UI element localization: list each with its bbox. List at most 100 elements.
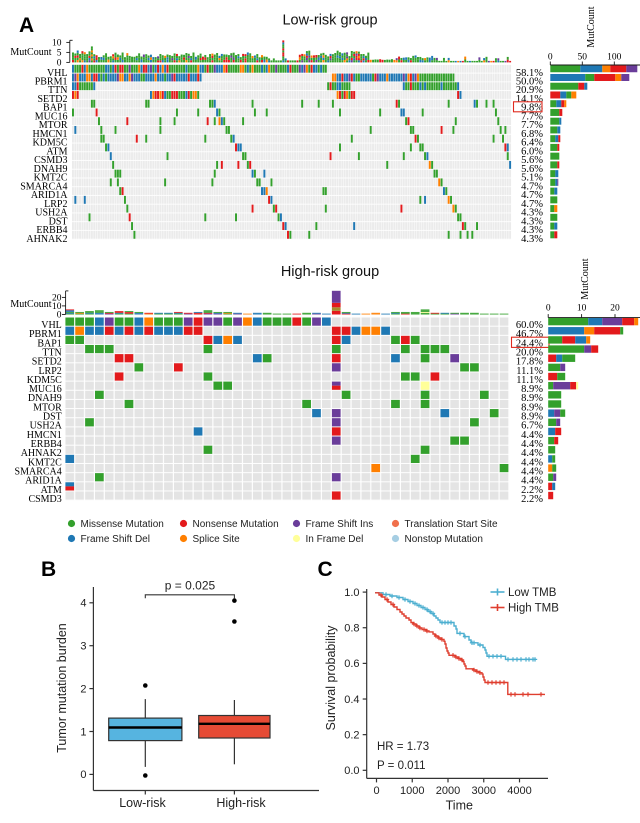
svg-text:0.8: 0.8 — [344, 623, 359, 635]
svg-text:0: 0 — [80, 769, 86, 781]
svg-text:ARID1A: ARID1A — [31, 190, 68, 201]
svg-text:0.6: 0.6 — [344, 658, 359, 670]
svg-text:5: 5 — [57, 49, 62, 59]
svg-text:3000: 3000 — [472, 785, 496, 797]
svg-text:0: 0 — [373, 785, 379, 797]
svg-text:B: B — [41, 558, 56, 581]
svg-text:SMARCA4: SMARCA4 — [15, 466, 62, 477]
svg-text:4.7%: 4.7% — [521, 181, 543, 192]
svg-text:10: 10 — [52, 302, 62, 312]
svg-text:8.9%: 8.9% — [521, 412, 543, 423]
svg-text:DST: DST — [43, 412, 62, 423]
svg-text:KMT2C: KMT2C — [34, 173, 68, 184]
svg-text:Low TMB: Low TMB — [508, 587, 557, 599]
svg-text:4.7%: 4.7% — [521, 190, 543, 201]
svg-text:Frame Shift Del: Frame Shift Del — [81, 534, 150, 545]
svg-text:8.9%: 8.9% — [521, 393, 543, 404]
svg-text:TTN: TTN — [48, 85, 67, 96]
svg-text:2000: 2000 — [436, 785, 460, 797]
svg-text:USH2A: USH2A — [30, 421, 63, 432]
svg-text:MutCount: MutCount — [10, 299, 51, 310]
svg-text:10: 10 — [52, 39, 62, 49]
svg-text:11.1%: 11.1% — [516, 366, 543, 377]
svg-text:0.0: 0.0 — [344, 765, 359, 777]
svg-text:4.4%: 4.4% — [521, 476, 543, 487]
svg-text:HMCN1: HMCN1 — [32, 129, 67, 140]
svg-text:14.1%: 14.1% — [516, 94, 543, 105]
svg-text:HMCN1: HMCN1 — [27, 430, 62, 441]
svg-text:4.7%: 4.7% — [521, 199, 543, 210]
svg-text:5.6%: 5.6% — [521, 164, 543, 175]
svg-text:p = 0.025: p = 0.025 — [165, 579, 216, 593]
svg-text:24.4%: 24.4% — [516, 338, 543, 349]
svg-text:BAP1: BAP1 — [43, 103, 67, 114]
svg-text:ERBB4: ERBB4 — [36, 225, 67, 236]
svg-text:Translation Start Site: Translation Start Site — [405, 519, 498, 530]
svg-text:MUC16: MUC16 — [29, 384, 62, 395]
svg-text:PBRM1: PBRM1 — [35, 76, 68, 87]
svg-text:17.8%: 17.8% — [516, 357, 543, 368]
svg-text:CSMD3: CSMD3 — [28, 494, 61, 505]
svg-text:ARID1A: ARID1A — [25, 476, 62, 487]
svg-text:C: C — [318, 558, 333, 581]
svg-text:TTN: TTN — [42, 347, 61, 358]
svg-text:4.4%: 4.4% — [521, 448, 543, 459]
svg-text:6.0%: 6.0% — [521, 146, 543, 157]
svg-text:LRP2: LRP2 — [44, 199, 67, 210]
svg-text:1: 1 — [80, 726, 86, 738]
svg-text:High-risk group: High-risk group — [281, 264, 379, 280]
svg-text:MutCount: MutCount — [586, 6, 597, 47]
svg-text:4: 4 — [80, 598, 86, 610]
svg-text:AHNAK2: AHNAK2 — [21, 448, 62, 459]
svg-text:MutCount: MutCount — [10, 47, 51, 58]
svg-text:SMARCA4: SMARCA4 — [20, 181, 67, 192]
svg-text:5.6%: 5.6% — [521, 155, 543, 166]
svg-text:PBRM1: PBRM1 — [29, 329, 62, 340]
svg-text:Nonsense Mutation: Nonsense Mutation — [193, 519, 279, 530]
svg-text:4.3%: 4.3% — [521, 216, 543, 227]
svg-text:0.4: 0.4 — [344, 694, 359, 706]
svg-text:DNAH9: DNAH9 — [28, 393, 62, 404]
svg-text:6.7%: 6.7% — [521, 421, 543, 432]
svg-text:0.2: 0.2 — [344, 729, 359, 741]
svg-text:Frame Shift Ins: Frame Shift Ins — [306, 519, 374, 530]
svg-text:ATM: ATM — [46, 146, 67, 157]
svg-text:SETD2: SETD2 — [38, 94, 68, 105]
svg-text:AHNAK2: AHNAK2 — [26, 234, 67, 245]
svg-text:20.9%: 20.9% — [516, 85, 543, 96]
svg-text:7.7%: 7.7% — [521, 120, 543, 131]
svg-text:2.2%: 2.2% — [521, 485, 543, 496]
svg-text:P = 0.011: P = 0.011 — [377, 760, 426, 772]
svg-text:4.4%: 4.4% — [521, 439, 543, 450]
svg-text:46.7%: 46.7% — [516, 329, 543, 340]
svg-text:A: A — [19, 14, 34, 37]
svg-text:Survival probability: Survival probability — [324, 625, 338, 731]
svg-text:0: 0 — [548, 52, 553, 62]
svg-text:MutCount: MutCount — [580, 258, 591, 299]
svg-text:Time: Time — [446, 799, 473, 813]
svg-text:KDM5C: KDM5C — [32, 138, 67, 149]
svg-text:10: 10 — [577, 304, 587, 314]
svg-text:100: 100 — [607, 52, 622, 62]
svg-text:HR = 1.73: HR = 1.73 — [377, 741, 429, 753]
svg-text:MTOR: MTOR — [33, 402, 62, 413]
svg-text:2.2%: 2.2% — [521, 494, 543, 505]
svg-text:Tumor mutation burden: Tumor mutation burden — [55, 623, 69, 753]
svg-text:KDM5C: KDM5C — [27, 375, 62, 386]
svg-text:20: 20 — [610, 304, 620, 314]
svg-text:VHL: VHL — [47, 68, 68, 79]
svg-text:5.1%: 5.1% — [521, 173, 543, 184]
svg-text:Splice Site: Splice Site — [193, 534, 241, 545]
svg-text:LRP2: LRP2 — [38, 366, 61, 377]
svg-text:KMT2C: KMT2C — [28, 457, 62, 468]
svg-text:4.4%: 4.4% — [521, 466, 543, 477]
svg-text:58.1%: 58.1% — [516, 68, 543, 79]
svg-text:Missense Mutation: Missense Mutation — [81, 519, 164, 530]
svg-text:8.9%: 8.9% — [521, 384, 543, 395]
svg-text:High-risk: High-risk — [216, 796, 266, 810]
svg-text:4.3%: 4.3% — [521, 208, 543, 219]
svg-text:4.4%: 4.4% — [521, 457, 543, 468]
svg-text:In Frame Del: In Frame Del — [306, 534, 364, 545]
svg-text:1.0: 1.0 — [344, 587, 359, 599]
svg-text:High TMB: High TMB — [508, 603, 559, 615]
